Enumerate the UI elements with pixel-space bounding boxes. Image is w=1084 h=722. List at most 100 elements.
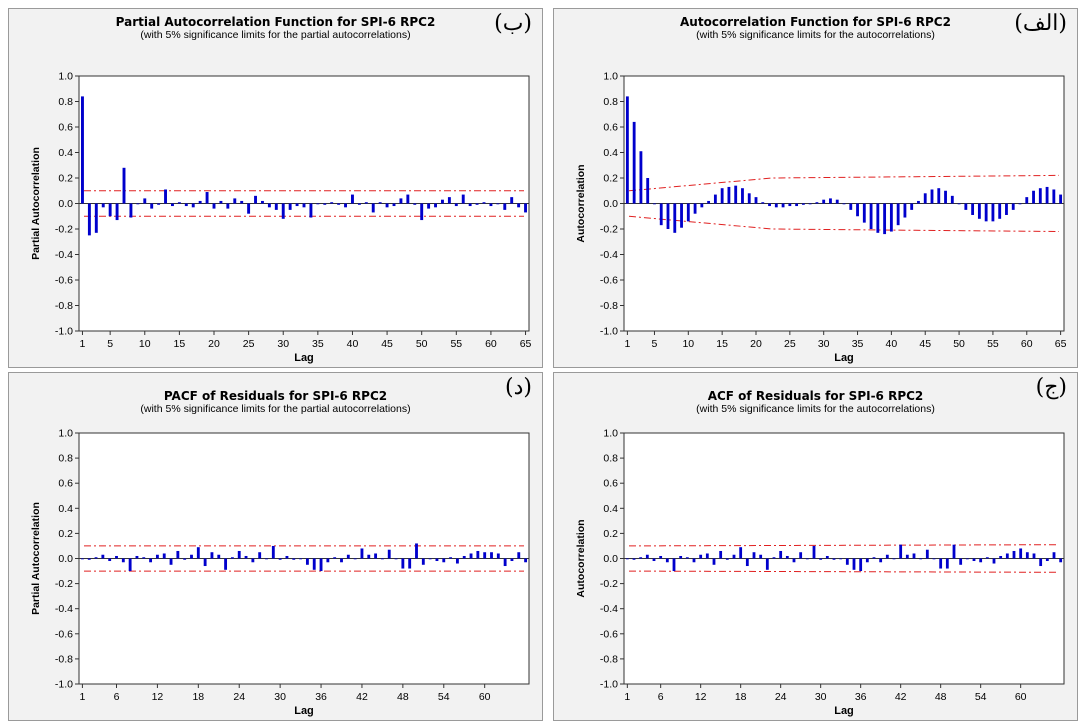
acf-bar xyxy=(707,200,711,204)
pacf-chart: 1.00.80.60.40.20.0-0.2-0.4-0.6-0.8-1.01 5… xyxy=(30,71,532,365)
pacf-bar xyxy=(399,198,403,204)
residual-pacf-bar xyxy=(305,558,309,565)
pacf-x-tick-label: 65 xyxy=(520,338,532,350)
pacf-bar xyxy=(524,203,527,213)
pacf-bar xyxy=(288,203,292,210)
acf-y-tick-label: -0.4 xyxy=(600,249,618,261)
pacf-bar xyxy=(344,203,347,208)
residual-pacf-x-tick-label: 42 xyxy=(356,691,368,703)
pacf-bar xyxy=(371,203,375,213)
residual-pacf-bar xyxy=(490,552,493,559)
residual-acf-bar xyxy=(665,558,669,563)
acf-x-tick-label: 20 xyxy=(750,338,762,350)
residual-acf-bar xyxy=(892,558,896,560)
acf-bar xyxy=(1005,203,1008,215)
acf-x-tick-label: 25 xyxy=(784,338,796,350)
pacf-bar xyxy=(378,202,382,204)
residual-acf-bar xyxy=(1025,552,1029,559)
acf-x-tick-label: 10 xyxy=(682,338,694,350)
acf-bar xyxy=(1018,203,1022,205)
acf-x-tick-label: 50 xyxy=(953,338,965,350)
pacf-bar xyxy=(427,203,431,209)
pacf-y-tick-label: -0.8 xyxy=(55,300,73,312)
acf-bar xyxy=(754,197,758,204)
residual-acf-bar xyxy=(805,558,809,560)
acf-bar xyxy=(944,190,947,204)
residual-pacf-y-tick-label: -0.8 xyxy=(55,653,73,665)
residual-acf-bar xyxy=(852,558,856,570)
acf-bar xyxy=(795,203,799,207)
pacf-bar xyxy=(413,203,417,205)
acf-x-tick-label: 35 xyxy=(852,338,864,350)
residual-acf-bar xyxy=(959,558,963,565)
residual-pacf-bar xyxy=(142,557,146,559)
pacf-bar xyxy=(475,203,479,205)
residual-pacf-bar xyxy=(394,558,398,560)
residual-pacf-title-block: PACF of Residuals for SPI-6 RPC2 (with 5… xyxy=(9,389,542,415)
residual-acf-x-tick-label: 18 xyxy=(735,691,747,703)
acf-y-tick-label: -0.6 xyxy=(600,275,618,287)
residual-pacf-bar xyxy=(435,558,439,562)
pacf-bar xyxy=(364,202,368,204)
pacf-panel: 1.0 0.8 0.6 0.4 0.2 0.0 -0.2 -0.4 -0.6 -0.8 -1.0 1 5… xyxy=(8,8,543,368)
residual-acf-x-tick-label: 48 xyxy=(935,691,947,703)
pacf-y-tick-label: 1.0 xyxy=(58,71,73,83)
residual-pacf-y-tick-label: 0.2 xyxy=(58,528,73,540)
residual-acf-bar xyxy=(932,558,936,560)
residual-pacf-bar xyxy=(224,558,228,570)
pacf-bar xyxy=(461,194,465,204)
residual-acf-bar xyxy=(745,558,749,567)
acf-bar xyxy=(801,203,805,205)
residual-pacf-bar xyxy=(340,558,343,563)
pacf-x-tick-label: 1 xyxy=(80,338,86,350)
residual-acf-bar xyxy=(925,549,929,559)
pacf-bar xyxy=(136,203,140,205)
acf-bar xyxy=(653,203,656,205)
residual-acf-y-tick-label: 0.0 xyxy=(603,553,618,565)
acf-bar xyxy=(971,203,975,215)
acf-bar xyxy=(646,178,650,204)
acf-bar xyxy=(639,151,643,204)
residual-pacf-bar xyxy=(155,554,159,559)
residual-pacf-bar xyxy=(251,558,255,563)
residual-acf-y-tick-label: -0.6 xyxy=(600,628,618,640)
residual-pacf-x-tick-label: 18 xyxy=(192,691,204,703)
acf-title: Autocorrelation Function for SPI-6 RPC2 xyxy=(680,15,951,29)
residual-pacf-y-tick-label: 0.4 xyxy=(58,503,73,515)
acf-panel-badge: (الف) xyxy=(1014,11,1067,36)
residual-acf-bar xyxy=(1052,552,1056,559)
pacf-bar xyxy=(337,203,341,205)
pacf-y-tick-label: 0.6 xyxy=(58,122,73,134)
residual-acf-title-block: ACF of Residuals for SPI-6 RPC2 (with 5%… xyxy=(554,389,1077,415)
acf-bar xyxy=(727,186,731,204)
acf-bar xyxy=(747,193,751,204)
acf-bar xyxy=(768,203,771,207)
pacf-bar xyxy=(420,203,424,221)
acf-bar xyxy=(910,203,914,210)
residual-pacf-y-axis-label: Partial Autocorrelation xyxy=(30,502,42,615)
residual-pacf-bar xyxy=(265,558,268,560)
pacf-x-tick-label: 55 xyxy=(450,338,462,350)
residual-pacf-bar xyxy=(346,554,350,559)
pacf-bar xyxy=(198,200,202,204)
residual-pacf-bar xyxy=(455,558,459,564)
pacf-x-tick-label: 35 xyxy=(312,338,324,350)
acf-bar xyxy=(829,198,832,204)
acf-upper-limit xyxy=(628,174,1060,192)
residual-acf-bar xyxy=(879,558,883,563)
pacf-bar xyxy=(482,202,486,204)
acf-bar xyxy=(1052,189,1056,204)
pacf-bar xyxy=(454,203,458,207)
residual-acf-bar xyxy=(705,553,709,559)
acf-bar xyxy=(1011,203,1015,210)
residual-pacf-x-tick-label: 1 xyxy=(79,691,85,703)
pacf-panel-badge: (ب) xyxy=(494,11,532,36)
pacf-bar xyxy=(219,200,223,204)
acf-bar xyxy=(917,200,920,204)
pacf-bar xyxy=(392,203,396,207)
acf-lower-limit xyxy=(628,215,1060,232)
acf-x-tick-label: 45 xyxy=(919,338,931,350)
residual-pacf-bar xyxy=(428,558,432,560)
acf-bar xyxy=(950,195,954,204)
residual-acf-bar xyxy=(859,558,863,572)
